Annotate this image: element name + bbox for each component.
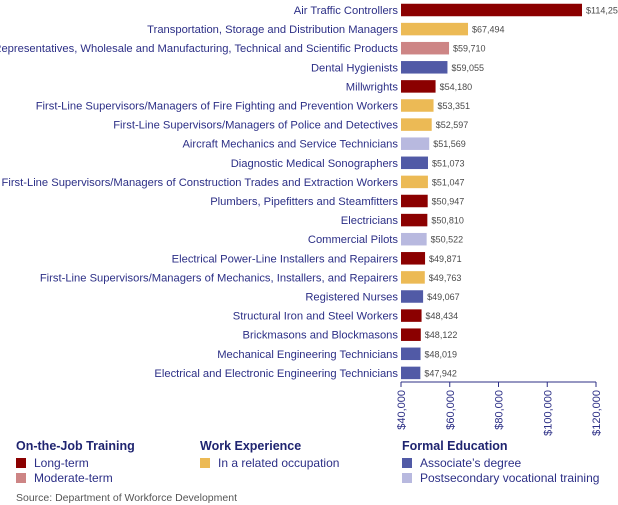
data-label: $51,073: [432, 158, 465, 168]
x-tick-label: $40,000: [396, 390, 408, 430]
bar: [401, 137, 430, 150]
category-label: Sales Representatives, Wholesale and Man…: [0, 43, 398, 55]
data-label: $67,494: [472, 25, 505, 35]
data-label: $50,522: [431, 235, 464, 245]
bar: [401, 366, 421, 380]
bar: [401, 232, 427, 246]
bar: [401, 213, 428, 227]
category-label: Registered Nurses: [305, 292, 398, 304]
category-label: Brickmasons and Blockmasons: [243, 330, 399, 342]
legend-item-moderate-term: Moderate-term: [16, 470, 236, 485]
legend-item-associates-degree: Associate’s degree: [402, 455, 618, 470]
legend-swatch: [402, 457, 412, 468]
data-label: $50,810: [431, 216, 464, 226]
category-label: Air Traffic Controllers: [294, 5, 399, 17]
category-label: Diagnostic Medical Sonographers: [231, 158, 399, 170]
data-label: $48,122: [425, 330, 458, 340]
bar: [401, 22, 469, 36]
legend-group-on-the-job-training: On-the-Job Training Long-term Moderate-t…: [16, 439, 236, 485]
legend-swatch: [16, 457, 26, 468]
data-label: $114,258: [586, 6, 618, 16]
legend-title: Work Experience: [200, 439, 302, 453]
bar: [401, 252, 426, 265]
legend-swatch: [402, 472, 412, 483]
bar: [401, 3, 583, 17]
data-label: $51,569: [433, 139, 466, 149]
bar: [401, 290, 424, 303]
bar: [401, 271, 425, 284]
bar-chart: Air Traffic Controllers $114,258 Transport…: [0, 3, 618, 436]
category-label: Plumbers, Pipefitters and Steamfitters: [210, 196, 398, 208]
category-label: Millwrights: [346, 81, 399, 93]
bar: [401, 61, 448, 74]
legend-title: Formal Education: [402, 439, 508, 453]
data-label: $48,434: [426, 311, 459, 321]
bar: [401, 156, 428, 170]
data-label: $48,019: [425, 349, 458, 359]
bar: [401, 80, 436, 93]
category-label: First-Line Supervisors/Managers of Polic…: [113, 120, 398, 132]
x-tick-label: $120,000: [591, 390, 603, 436]
legend-label: Long-term: [34, 455, 89, 470]
legend-label: Moderate-term: [34, 470, 113, 485]
bar: [401, 328, 421, 341]
x-tick-label: $100,000: [542, 390, 554, 436]
legend-title: On-the-Job Training: [16, 439, 135, 453]
category-label: Aircraft Mechanics and Service Technicia…: [182, 139, 398, 151]
bar: [401, 309, 422, 322]
bar: [401, 118, 432, 131]
legend-label: Associate’s degree: [420, 455, 522, 470]
legend-label: Postsecondary vocational training: [420, 470, 600, 485]
legend-item-related-occupation: In a related occupation: [200, 455, 420, 470]
category-label: Electrical and Electronic Engineering Te…: [154, 368, 398, 380]
category-label: Electricians: [341, 215, 399, 227]
category-label: Electrical Power-Line Installers and Rep…: [172, 253, 399, 265]
x-tick-label: $60,000: [445, 390, 457, 430]
data-label: $52,597: [436, 120, 469, 130]
bar: [401, 99, 434, 112]
bar: [401, 175, 428, 189]
legend-item-long-term: Long-term: [16, 455, 236, 470]
data-label: $50,947: [432, 197, 465, 207]
data-label: $49,763: [429, 273, 462, 283]
category-label: Structural Iron and Steel Workers: [233, 311, 399, 323]
bar: [401, 194, 428, 208]
bar: [401, 41, 450, 55]
legend-group-formal-education: Formal Education Associate’s degree Post…: [402, 439, 618, 485]
legend-group-work-experience: Work Experience In a related occupation: [200, 439, 420, 470]
category-label: First-Line Supervisors/Managers of Mecha…: [40, 272, 399, 284]
x-tick-label: $80,000: [494, 390, 506, 430]
category-label: First-Line Supervisors/Managers of Const…: [2, 177, 399, 189]
legend-label: In a related occupation: [218, 455, 340, 470]
data-label: $54,180: [440, 82, 473, 92]
data-label: $49,871: [429, 254, 462, 264]
source-note: Source: Department of Workforce Developm…: [16, 492, 237, 504]
data-label: $53,351: [438, 101, 471, 111]
bar: [401, 347, 421, 361]
category-label: Mechanical Engineering Technicians: [217, 349, 398, 361]
data-label: $59,710: [453, 44, 486, 54]
legend-swatch: [200, 457, 210, 468]
category-label: Dental Hygienists: [311, 62, 398, 74]
category-label: Commercial Pilots: [308, 234, 399, 246]
data-label: $59,055: [451, 63, 484, 73]
data-label: $51,047: [432, 177, 465, 187]
legend-item-postsecondary-vocational: Postsecondary vocational training: [402, 470, 618, 485]
legend-swatch: [16, 472, 26, 483]
data-label: $47,942: [424, 368, 457, 378]
category-label: First-Line Supervisors/Managers of Fire …: [36, 101, 399, 113]
category-label: Transportation, Storage and Distribution…: [147, 24, 398, 36]
data-label: $49,067: [427, 292, 460, 302]
